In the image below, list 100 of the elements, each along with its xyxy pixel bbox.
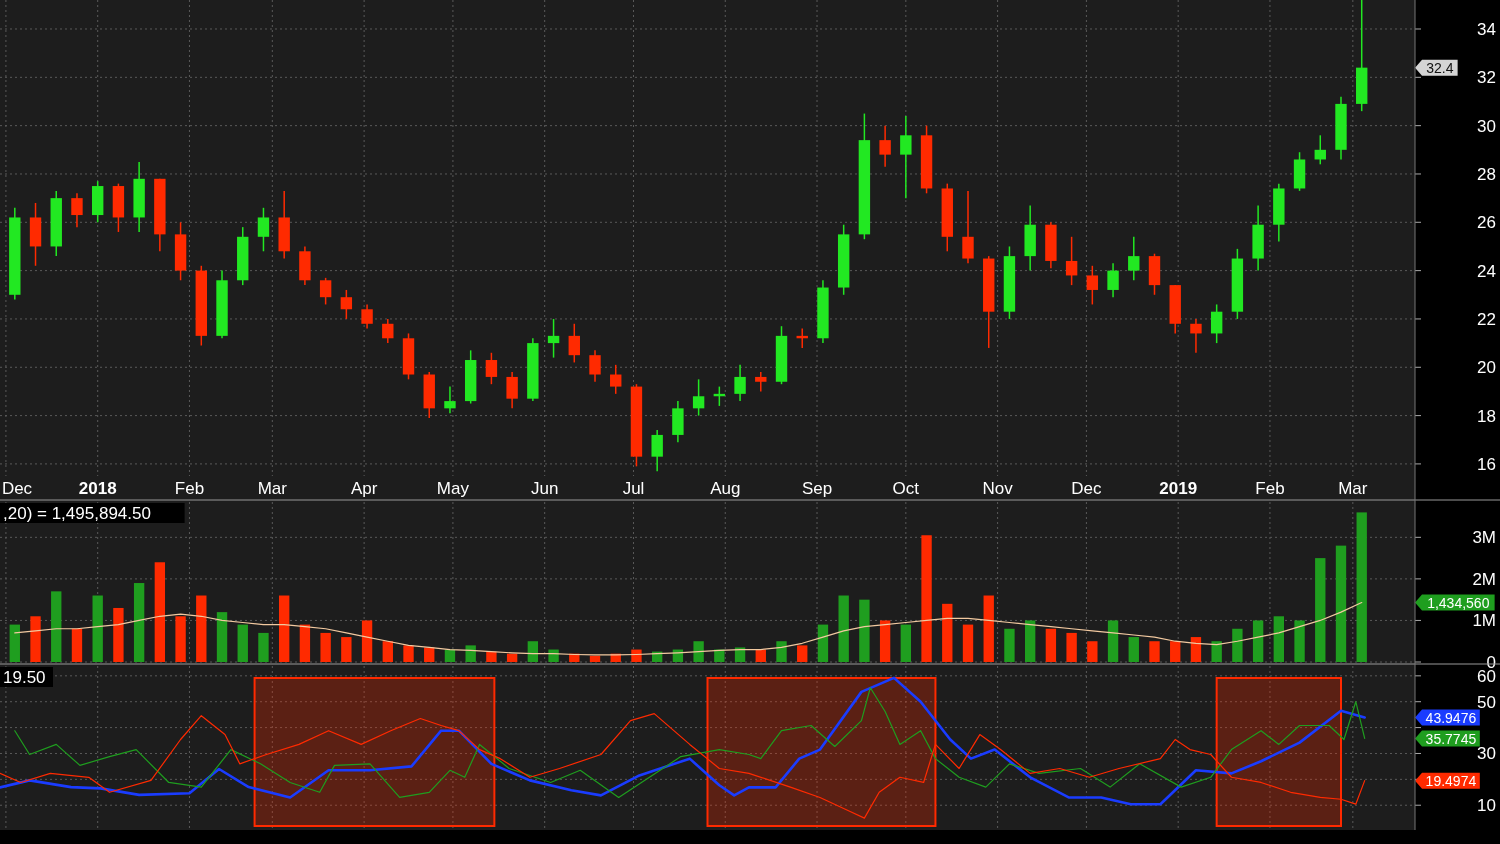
- bar: [279, 595, 290, 662]
- x-tick-label: May: [436, 479, 470, 498]
- text: 1,434,560: [1427, 594, 1490, 611]
- y-tick-label: 50: [1477, 692, 1496, 712]
- y-tick-label: 28: [1477, 164, 1496, 184]
- bar: [693, 641, 704, 662]
- x-tick-label: Mar: [1338, 479, 1368, 498]
- bar: [133, 583, 145, 662]
- candlestick: [382, 318, 394, 344]
- x-tick-label: Sep: [801, 479, 833, 498]
- line-series: [0, 713, 1366, 819]
- bar: [921, 535, 932, 662]
- candlestick: [444, 385, 456, 414]
- y-tick-label: 3M: [1472, 528, 1496, 548]
- candlestick: [692, 378, 705, 417]
- bar: [382, 641, 393, 662]
- bar: [30, 616, 41, 662]
- x-tick-label: Jun: [530, 479, 559, 498]
- y-tick-label: 34: [1477, 19, 1496, 39]
- bar: [154, 562, 166, 662]
- x-tick-label: Aug: [710, 479, 741, 498]
- bar: [734, 647, 746, 662]
- bar: [1335, 545, 1347, 662]
- bar: [962, 624, 974, 662]
- candlestick: [506, 371, 518, 410]
- bar: [444, 649, 456, 662]
- bar: [258, 632, 269, 662]
- bar: [1252, 620, 1264, 662]
- candlestick: [900, 115, 912, 199]
- bar: [755, 649, 766, 662]
- text: 19.4974: [1425, 772, 1477, 789]
- bar: [361, 620, 373, 662]
- bar: [506, 653, 518, 662]
- y-tick-label: 20: [1477, 358, 1496, 378]
- bar: [1294, 620, 1305, 662]
- y-tick-label: 24: [1477, 261, 1496, 281]
- bar: [1024, 620, 1036, 662]
- candlestick: [1314, 134, 1326, 166]
- candlestick: [589, 349, 601, 383]
- line-series: [14, 601, 1363, 656]
- y-tick-label: 18: [1477, 406, 1496, 426]
- bar: [216, 612, 228, 662]
- candlestick: [1107, 262, 1119, 298]
- bar: [1004, 628, 1015, 662]
- bar: [1356, 512, 1367, 662]
- x-tick-label: Feb: [174, 479, 205, 498]
- candlestick: [610, 364, 622, 395]
- bar: [983, 595, 994, 662]
- bar: [1273, 616, 1285, 662]
- candlestick: [71, 192, 83, 228]
- y-tick-label: 30: [1477, 744, 1496, 764]
- candlestick: [1128, 236, 1140, 282]
- candlestick: [361, 303, 373, 330]
- bar: [1315, 558, 1326, 662]
- bar: [9, 624, 20, 662]
- bar: [51, 591, 62, 662]
- bar: [1045, 628, 1057, 662]
- bar: [631, 649, 642, 662]
- bar: [424, 647, 435, 662]
- x-tick-label: Feb: [1255, 479, 1285, 498]
- x-tick-label: Dec: [1071, 479, 1103, 498]
- y-tick-label: 10: [1477, 796, 1496, 816]
- bar: [776, 641, 787, 662]
- bar: [527, 641, 539, 662]
- bar: [1190, 637, 1202, 662]
- bar: [548, 649, 559, 662]
- x-tick-label: Apr: [350, 479, 378, 498]
- y-tick-label: 30: [1477, 116, 1496, 136]
- bar: [1211, 641, 1222, 662]
- bar: [1128, 637, 1139, 662]
- candlestick: [734, 364, 746, 402]
- bar: [1066, 632, 1077, 662]
- bar: [92, 595, 103, 662]
- x-tick-label: Oct: [892, 479, 920, 498]
- candlestick: [547, 318, 560, 359]
- candlestick: [879, 124, 891, 168]
- bar: [879, 620, 891, 662]
- bar: [175, 616, 186, 662]
- bar: [71, 628, 83, 662]
- x-tick-label: Dec: [1, 479, 33, 498]
- candlestick: [1210, 303, 1223, 344]
- annotation: 19.50: [3, 667, 46, 687]
- candlestick: [1086, 265, 1099, 306]
- y-tick-label: 1M: [1472, 611, 1496, 631]
- text: 43.9476: [1425, 709, 1477, 726]
- bar: [838, 595, 849, 662]
- y-tick-label: 16: [1477, 454, 1496, 474]
- bar: [817, 624, 829, 662]
- bar: [341, 637, 352, 662]
- candlestick: [568, 323, 580, 364]
- text: 35.7745: [1425, 730, 1477, 747]
- x-tick-label: 2019: [1159, 479, 1198, 498]
- y-tick-label: 2M: [1472, 569, 1496, 589]
- x-tick-label: Nov: [982, 479, 1014, 498]
- candlestick: [340, 289, 353, 320]
- bar: [486, 651, 497, 662]
- candlestick: [755, 371, 767, 393]
- x-tick-label: Jul: [622, 479, 645, 498]
- y-tick-label: 26: [1477, 213, 1496, 233]
- annotation: ,20) = 1,495,894.50: [3, 503, 151, 523]
